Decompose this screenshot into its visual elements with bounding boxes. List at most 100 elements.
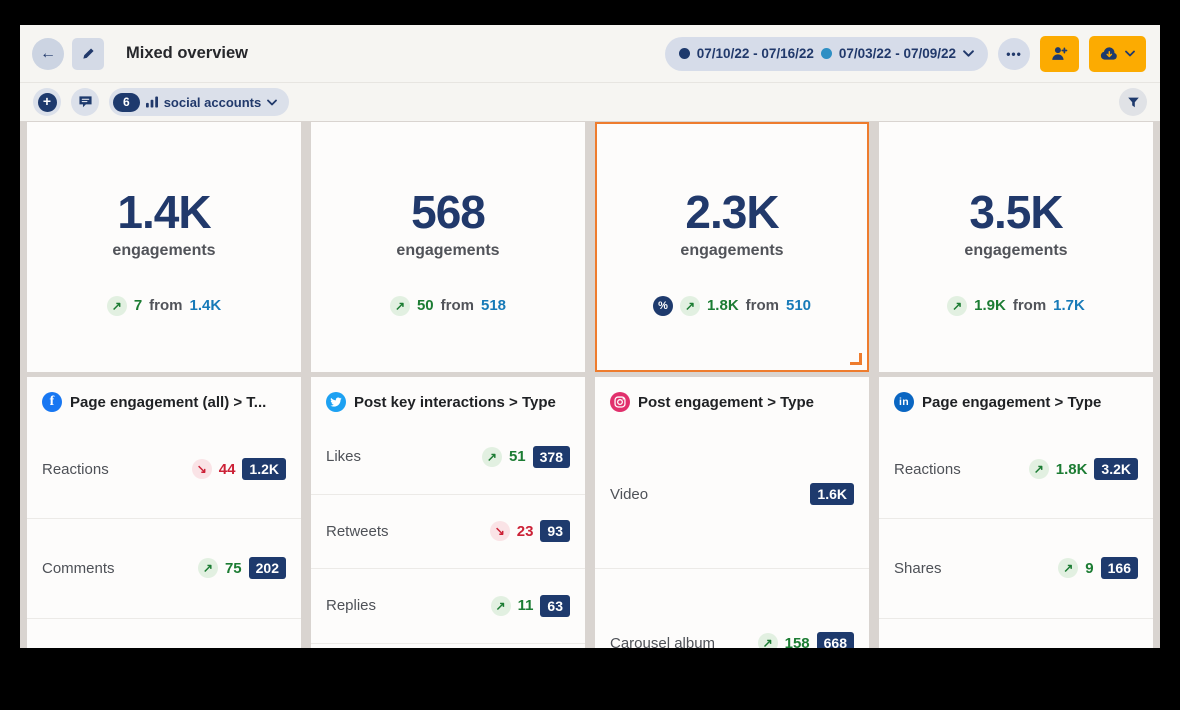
twitter-icon — [326, 392, 346, 412]
from-label: from — [149, 297, 183, 314]
breakdown-rows: Reactions ↘ 44 1.2K Comments ↗ 75 202 Sh… — [27, 420, 301, 648]
change-value: 1.9K — [974, 297, 1006, 314]
metric-row[interactable]: Reactions ↘ 44 1.2K — [27, 420, 301, 518]
breakdown-card[interactable]: f Page engagement (all) > T... Reactions… — [27, 377, 301, 648]
share-button[interactable] — [1040, 35, 1079, 72]
metric-change: 11 — [517, 597, 534, 615]
trend-icon: ↗ — [481, 446, 502, 467]
bar-chart-icon — [145, 96, 158, 108]
stat-card[interactable]: 1.4K engagements ↗ 7 from 1.4K — [27, 122, 301, 372]
breakdown-card[interactable]: Post engagement > Type Video 1.6K Carous… — [595, 377, 869, 648]
comment-icon — [78, 95, 93, 109]
stat-label: engagements — [964, 241, 1068, 259]
metric-row[interactable]: Quote tweets ↗ 11 34 — [311, 642, 585, 649]
social-accounts-selector[interactable]: 6 social accounts — [109, 88, 290, 116]
metric-label: Reactions — [894, 460, 961, 478]
top-bar: ← Mixed overview 07/10/22 - 07/16/22 07/… — [20, 25, 1160, 83]
metric-change: 75 — [224, 559, 242, 577]
breakdown-card-header: f Page engagement (all) > T... — [27, 377, 301, 420]
back-arrow-icon: ← — [40, 44, 56, 62]
metric-total-badge: 378 — [532, 445, 570, 468]
back-button[interactable]: ← — [32, 37, 64, 70]
metric-row[interactable]: Comments ↗ 14 151 — [879, 617, 1153, 648]
metric-change: 158 — [784, 634, 810, 649]
metric-row[interactable]: Shares ↘ 24 62 — [27, 617, 301, 648]
chevron-down-icon — [963, 50, 974, 57]
linkedin-icon: in — [894, 392, 914, 412]
change-value: 1.8K — [706, 297, 739, 314]
metric-values: ↘ 23 93 — [489, 520, 570, 543]
trend-icon: ↗ — [106, 295, 127, 316]
stat-card[interactable]: 568 engagements ↗ 50 from 518 — [311, 122, 585, 372]
stat-change-line: ↗ 50 from 518 — [389, 295, 506, 316]
stat-label: engagements — [680, 241, 784, 259]
metric-total-badge: 1.6K — [810, 483, 854, 505]
date-range-selector[interactable]: 07/10/22 - 07/16/22 07/03/22 - 07/09/22 — [664, 36, 988, 71]
filter-button[interactable] — [1119, 88, 1147, 116]
feedback-button[interactable] — [71, 88, 99, 116]
metric-label: Replies — [326, 597, 377, 615]
metric-row[interactable]: Replies ↗ 11 63 — [311, 568, 585, 643]
stat-value: 1.4K — [117, 185, 211, 238]
stat-label: engagements — [112, 241, 216, 259]
previous-value: 510 — [786, 297, 812, 314]
trend-icon: ↗ — [757, 633, 778, 648]
chevron-down-icon — [1125, 50, 1135, 57]
metric-label: Likes — [326, 448, 362, 466]
breakdown-card-header: in Page engagement > Type — [879, 377, 1153, 420]
cloud-download-icon — [1100, 46, 1119, 61]
primary-range-dot-icon — [678, 48, 690, 59]
metric-row[interactable]: Likes ↗ 51 378 — [311, 420, 585, 494]
metric-values: ↗ 11 63 — [490, 594, 570, 617]
metric-row[interactable]: Reactions ↗ 1.8K 3.2K — [879, 420, 1153, 518]
stat-value: 568 — [411, 185, 486, 238]
stat-cards-row: 1.4K engagements ↗ 7 from 1.4K 568 engag… — [27, 122, 1153, 372]
breakdown-card-header: Post engagement > Type — [595, 377, 869, 420]
metric-total-badge: 63 — [540, 594, 570, 617]
trend-icon: ↗ — [679, 295, 700, 316]
from-label: from — [745, 297, 779, 314]
stat-change-line: ↗ 7 from 1.4K — [106, 295, 221, 316]
stat-change-line: ↗ 1.9K from 1.7K — [947, 295, 1085, 316]
breakdown-card[interactable]: in Page engagement > Type Reactions ↗ 1.… — [879, 377, 1153, 648]
metric-row[interactable]: Retweets ↘ 23 93 — [311, 493, 585, 569]
primary-date-range: 07/10/22 - 07/16/22 — [696, 46, 814, 61]
comparison-date-range: 07/03/22 - 07/09/22 — [838, 46, 956, 61]
metric-change: 9 — [1085, 559, 1094, 577]
instagram-icon — [610, 392, 630, 412]
metric-total-badge: 202 — [248, 557, 286, 580]
stat-card[interactable]: 3.5K engagements ↗ 1.9K from 1.7K — [879, 122, 1153, 372]
metric-label: Comments — [42, 559, 115, 577]
stat-value: 2.3K — [685, 185, 779, 238]
breakdown-rows: Video 1.6K Carousel album ↗ 158 668 — [595, 420, 869, 648]
metric-values: ↗ 158 668 — [757, 632, 854, 649]
metric-label: Shares — [894, 559, 942, 577]
breakdown-rows: Reactions ↗ 1.8K 3.2K Shares ↗ 9 166 Com… — [879, 420, 1153, 648]
metric-total-badge: 3.2K — [1094, 458, 1138, 481]
more-options-button[interactable]: ••• — [998, 37, 1030, 70]
metric-values: ↗ 1.8K 3.2K — [1028, 458, 1138, 481]
percent-icon: % — [652, 295, 673, 316]
breakdown-card[interactable]: Post key interactions > Type Likes ↗ 51 … — [311, 377, 585, 648]
add-user-icon — [1051, 45, 1068, 62]
stat-card[interactable]: 2.3K engagements % ↗ 1.8K from 510 — [595, 122, 869, 372]
accounts-count-badge: 6 — [113, 92, 140, 112]
metric-label: Reactions — [42, 460, 109, 478]
trend-icon: ↗ — [947, 295, 968, 316]
metric-values: ↗ 9 166 — [1058, 557, 1138, 580]
add-widget-button[interactable]: + — [33, 88, 61, 116]
metric-row[interactable]: Comments ↗ 75 202 — [27, 518, 301, 617]
edit-button[interactable] — [72, 37, 104, 70]
chevron-down-icon — [267, 99, 278, 106]
breakdown-title: Page engagement (all) > T... — [70, 393, 267, 411]
stat-change-line: % ↗ 1.8K from 510 — [652, 295, 812, 316]
metric-row[interactable]: Carousel album ↗ 158 668 — [595, 568, 869, 648]
metric-total-badge: 1.2K — [242, 458, 286, 481]
metric-change: 23 — [516, 522, 534, 540]
export-button[interactable] — [1089, 35, 1146, 72]
change-value: 50 — [416, 297, 434, 314]
page-title: Mixed overview — [126, 44, 248, 62]
metric-row[interactable]: Video 1.6K — [595, 420, 869, 568]
accounts-label: social accounts — [163, 94, 262, 110]
metric-row[interactable]: Shares ↗ 9 166 — [879, 518, 1153, 617]
